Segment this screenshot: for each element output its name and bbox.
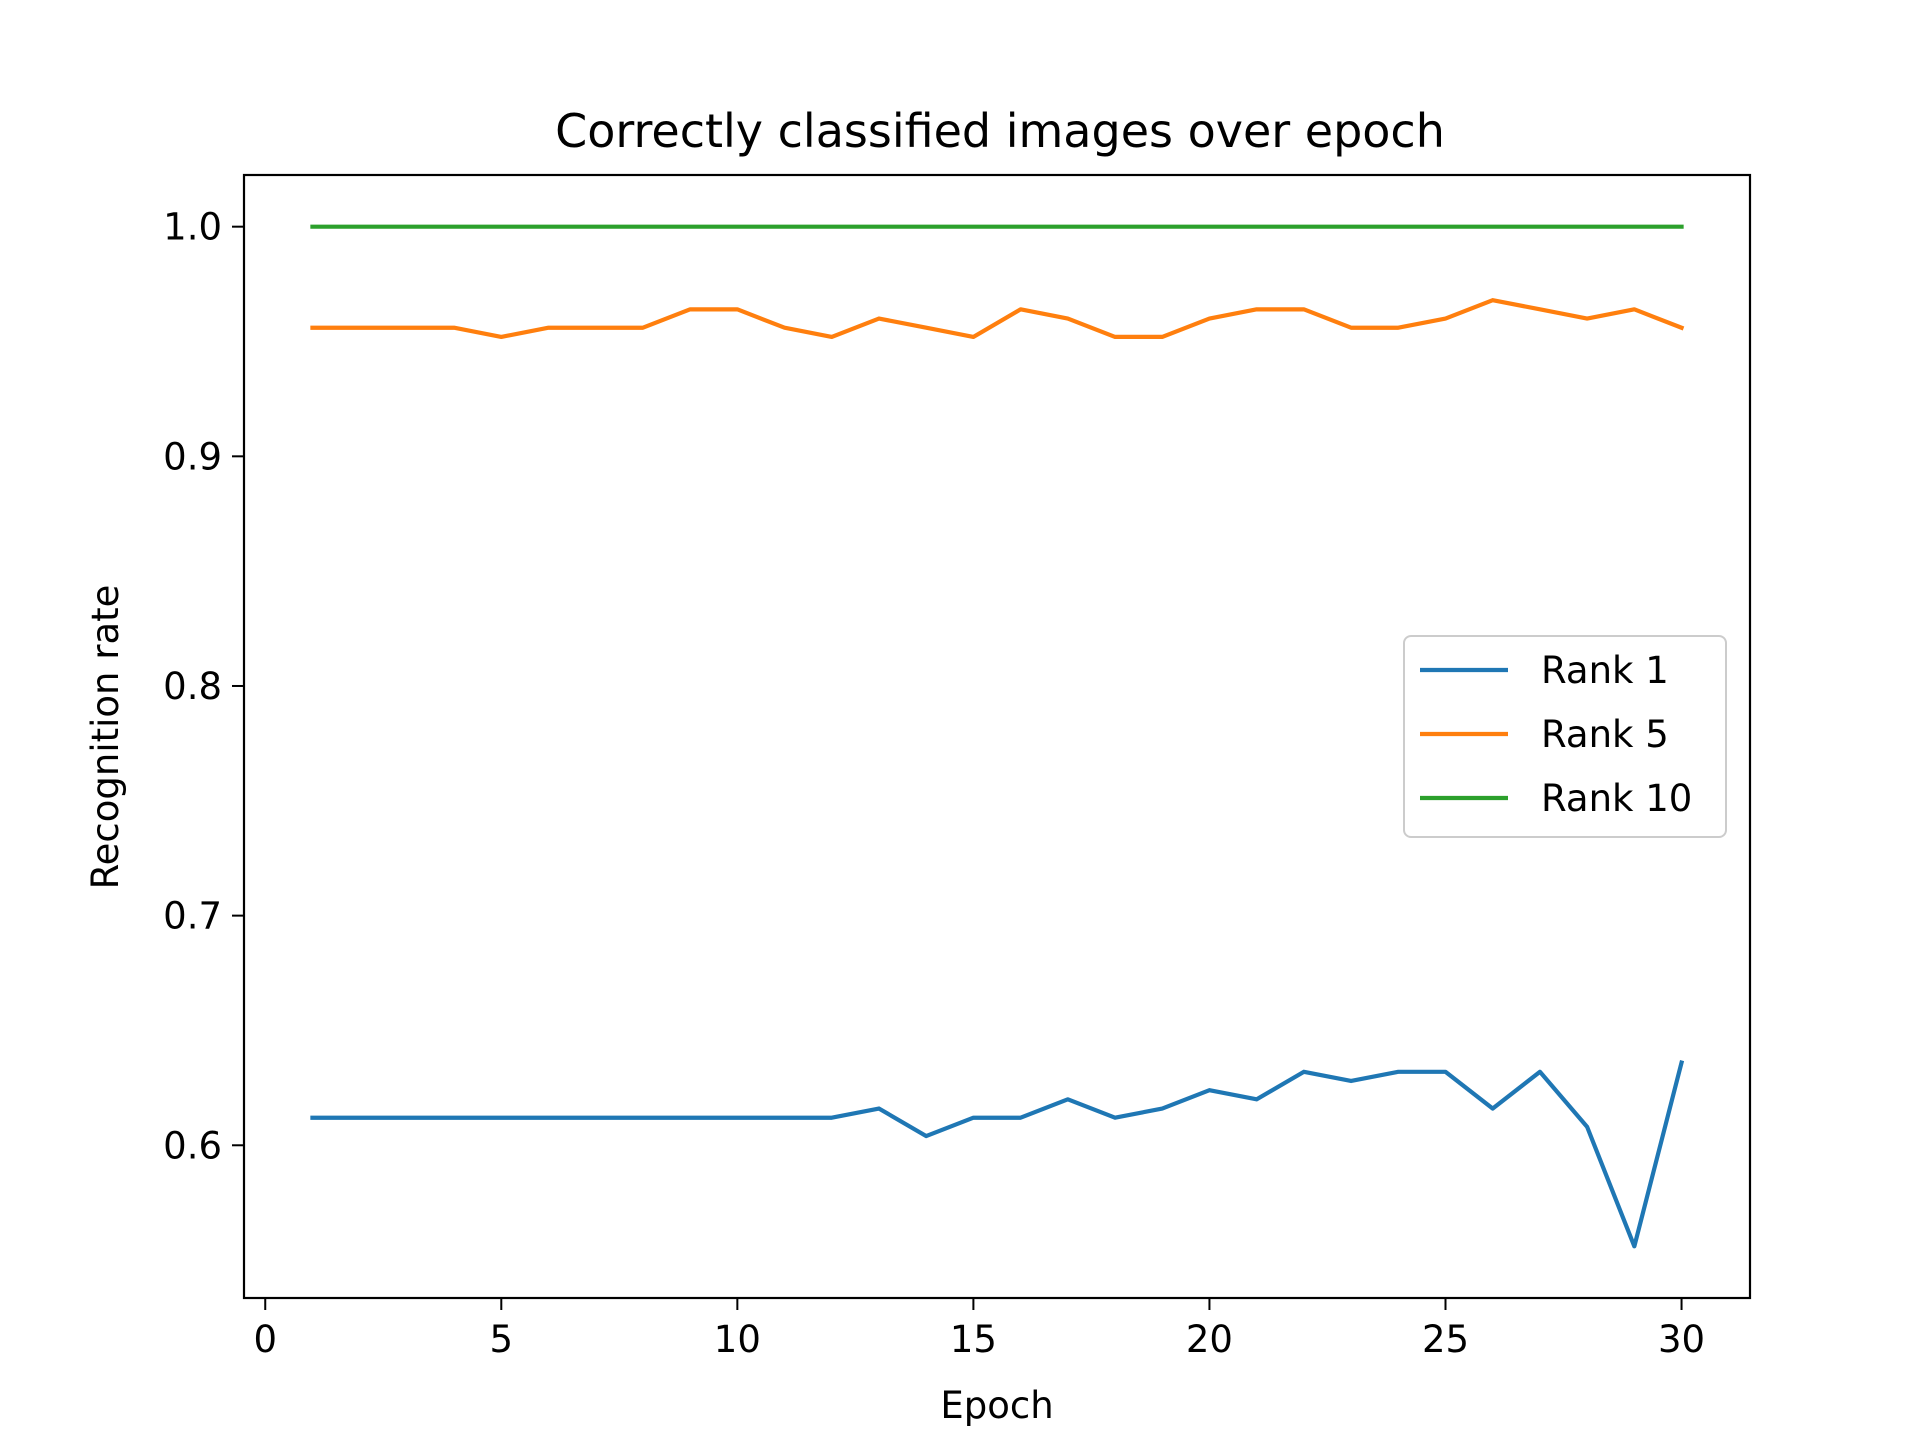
series-layer	[310, 224, 1685, 1249]
x-axis-label: Epoch	[940, 1384, 1053, 1427]
x-tick-label: 15	[950, 1318, 997, 1361]
y-tick-label: 1.0	[163, 206, 222, 249]
series-line-2	[310, 298, 1685, 339]
y-tick-label: 0.6	[163, 1124, 222, 1167]
x-axis: 0 5 10 15 20 25 30	[253, 1298, 1705, 1361]
y-tick-label: 0.9	[163, 435, 222, 478]
y-axis: 0.6 0.7 0.8 0.9 1.0	[163, 206, 244, 1167]
series-line-1	[310, 1060, 1685, 1249]
legend-label: Rank 1	[1541, 649, 1669, 692]
x-tick-label: 30	[1658, 1318, 1705, 1361]
legend-label: Rank 5	[1541, 713, 1669, 756]
legend: Rank 1 Rank 5 Rank 10	[1403, 635, 1727, 838]
chart-title: Correctly classified images over epoch	[555, 104, 1445, 158]
y-tick-label: 0.7	[163, 895, 222, 938]
y-tick-label: 0.8	[163, 665, 222, 708]
plot-area	[242, 173, 1752, 1300]
legend-label: Rank 10	[1541, 777, 1692, 820]
legend-box	[1403, 635, 1727, 838]
y-axis-label: Recognition rate	[84, 585, 127, 890]
x-tick-label: 25	[1422, 1318, 1469, 1361]
x-tick-label: 0	[253, 1318, 277, 1361]
x-tick-label: 5	[490, 1318, 514, 1361]
plot-frame	[242, 173, 1752, 1300]
x-tick-label: 10	[714, 1318, 761, 1361]
x-tick-label: 20	[1186, 1318, 1233, 1361]
legend-entries: Rank 1 Rank 5 Rank 10	[1420, 649, 1692, 820]
